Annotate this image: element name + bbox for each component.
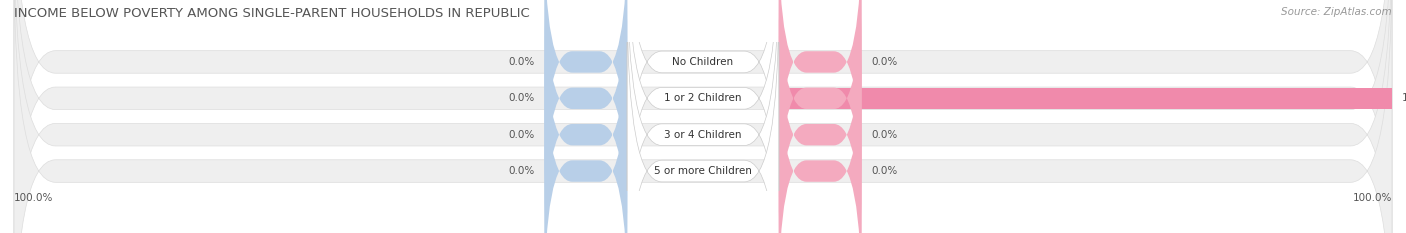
Bar [779, 88, 1392, 109]
FancyBboxPatch shape [14, 0, 1392, 233]
Text: 0.0%: 0.0% [508, 93, 534, 103]
FancyBboxPatch shape [779, 36, 862, 233]
Text: 0.0%: 0.0% [508, 57, 534, 67]
FancyBboxPatch shape [627, 0, 779, 233]
Text: 3 or 4 Children: 3 or 4 Children [664, 130, 742, 140]
Text: 0.0%: 0.0% [872, 130, 898, 140]
FancyBboxPatch shape [779, 0, 862, 233]
Text: 100.0%: 100.0% [1402, 93, 1406, 103]
Text: Source: ZipAtlas.com: Source: ZipAtlas.com [1281, 7, 1392, 17]
FancyBboxPatch shape [14, 0, 1392, 233]
Text: 1 or 2 Children: 1 or 2 Children [664, 93, 742, 103]
Text: 0.0%: 0.0% [508, 130, 534, 140]
FancyBboxPatch shape [544, 0, 627, 197]
FancyBboxPatch shape [544, 0, 627, 233]
Text: 0.0%: 0.0% [508, 166, 534, 176]
FancyBboxPatch shape [779, 0, 862, 233]
FancyBboxPatch shape [779, 0, 862, 197]
FancyBboxPatch shape [627, 0, 779, 233]
Text: 5 or more Children: 5 or more Children [654, 166, 752, 176]
FancyBboxPatch shape [544, 36, 627, 233]
Text: 100.0%: 100.0% [14, 193, 53, 203]
FancyBboxPatch shape [544, 0, 627, 233]
Text: No Children: No Children [672, 57, 734, 67]
Text: 0.0%: 0.0% [872, 166, 898, 176]
Text: 0.0%: 0.0% [872, 57, 898, 67]
FancyBboxPatch shape [14, 0, 1392, 233]
FancyBboxPatch shape [14, 0, 1392, 233]
Text: INCOME BELOW POVERTY AMONG SINGLE-PARENT HOUSEHOLDS IN REPUBLIC: INCOME BELOW POVERTY AMONG SINGLE-PARENT… [14, 7, 530, 20]
FancyBboxPatch shape [627, 0, 779, 233]
FancyBboxPatch shape [627, 0, 779, 233]
Text: 100.0%: 100.0% [1353, 193, 1392, 203]
